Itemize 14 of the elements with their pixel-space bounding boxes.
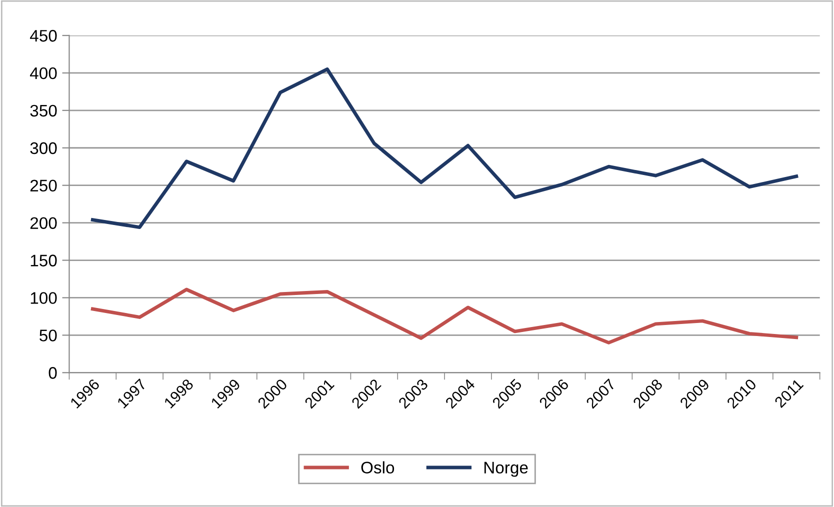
y-tick-label: 250 xyxy=(30,180,57,192)
legend-label: Oslo xyxy=(361,461,394,474)
y-tick-label: 450 xyxy=(30,30,57,42)
y-tick-label: 50 xyxy=(40,330,57,342)
y-tick-label: 0 xyxy=(48,367,57,379)
legend-label: Norge xyxy=(484,462,528,477)
y-tick-label: 200 xyxy=(30,217,57,229)
y-tick-label: 100 xyxy=(30,292,57,304)
line-series xyxy=(90,288,798,344)
y-tick-label: 400 xyxy=(30,67,57,80)
y-tick-label: 300 xyxy=(30,142,57,154)
y-tick-label: 350 xyxy=(30,104,57,117)
line-series xyxy=(90,67,798,230)
y-tick-label: 150 xyxy=(30,254,57,266)
